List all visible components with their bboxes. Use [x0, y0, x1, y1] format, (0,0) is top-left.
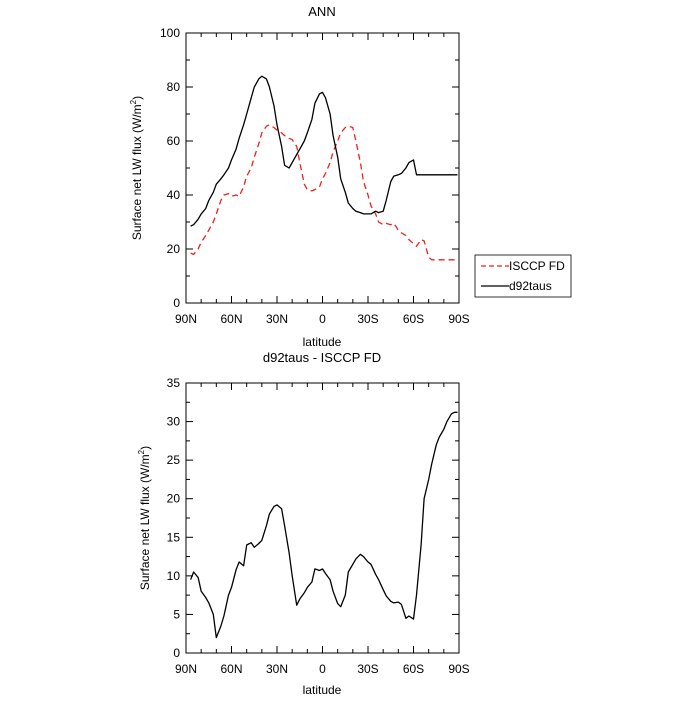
legend-box: [474, 254, 572, 298]
panel-bottom-ylabel-tail: ): [138, 446, 152, 450]
panel-bottom-xtick-label: 60N: [220, 662, 242, 676]
panel-top-ylabel-main: Surface net LW flux (W/m: [130, 104, 144, 240]
panel-bottom-ytick-label: 0: [173, 646, 180, 660]
panel-bottom-plot-frame: [185, 382, 460, 654]
panel-bottom-xtick-label: 0: [319, 662, 326, 676]
panel-bottom-ytick-label: 20: [167, 492, 181, 506]
panel-bottom-ylabel: Surface net LW flux (W/m2): [137, 446, 152, 590]
panel-bottom-ytick-label: 15: [167, 530, 181, 544]
panel-bottom-xtick-label: 30S: [357, 662, 378, 676]
panel-top: ANN 0 20 40 60 80 100 90N 60N 30N 0 30S 60S 90S lati…: [129, 4, 572, 349]
panel-bottom-xtick-label: 30N: [266, 662, 288, 676]
panel-bottom-axes: 0 5 10 15 20 25 30 35 90N 60N 30N 0 30S 60S 90S: [167, 376, 470, 676]
panel-top-xtick-label: 30N: [266, 312, 288, 326]
panel-top-series-isccp-fd: [190, 124, 458, 261]
panel-top-ytick-label: 0: [173, 296, 180, 310]
panel-bottom-xtick-label: 90N: [175, 662, 197, 676]
panel-top-ytick-label: 20: [167, 242, 181, 256]
panel-bottom-title: d92taus - ISCCP FD: [263, 350, 381, 365]
panel-top-ylabel-tail: ): [130, 96, 144, 100]
panel-bottom-xtick-label: 60S: [403, 662, 424, 676]
panel-top-series: [190, 75, 458, 261]
panel-top-xtick-label: 30S: [357, 312, 378, 326]
panel-top-axes: 0 20 40 60 80 100 90N 60N 30N 0 30S 60S 90S: [160, 26, 470, 326]
panel-bottom-ytick-label: 25: [167, 453, 181, 467]
panel-bottom-ytick-label: 5: [173, 607, 180, 621]
panel-top-series-d92taus: [190, 75, 458, 227]
panel-bottom-ytick-label: 35: [167, 376, 181, 390]
panel-bottom-series: [189, 411, 458, 639]
panel-top-xtick-label: 90N: [175, 312, 197, 326]
panel-top-title: ANN: [308, 4, 335, 19]
panel-bottom-ylabel-sup: 2: [137, 449, 146, 454]
panel-top-ytick-label: 100: [160, 26, 180, 40]
panel-top-ytick-label: 60: [167, 134, 181, 148]
panel-top-ytick-label: 80: [167, 80, 181, 94]
panel-top-plot-frame: [185, 32, 460, 304]
panel-bottom-series-line-0: [189, 411, 458, 639]
panel-bottom-ytick-label: 30: [167, 415, 181, 429]
panel-top-xtick-label: 60N: [220, 312, 242, 326]
panel-top-xtick-label: 0: [319, 312, 326, 326]
panel-bottom-xtick-label: 90S: [448, 662, 469, 676]
panel-top-ytick-label: 40: [167, 188, 181, 202]
panel-bottom-xlabel: latitude: [303, 683, 342, 697]
panel-top-ylabel-sup: 2: [129, 99, 138, 104]
legend-label-d92taus: d92taus: [509, 279, 552, 293]
panel-bottom-ylabel-main: Surface net LW flux (W/m: [138, 454, 152, 590]
legend: ISCCP FD d92taus: [474, 254, 572, 298]
panel-top-xtick-label: 90S: [448, 312, 469, 326]
panel-bottom-ytick-label: 10: [167, 569, 181, 583]
legend-label-isccp-fd: ISCCP FD: [509, 259, 565, 273]
panel-top-xlabel: latitude: [303, 335, 342, 349]
panel-top-xtick-label: 60S: [403, 312, 424, 326]
panel-top-ylabel: Surface net LW flux (W/m2): [129, 96, 144, 240]
